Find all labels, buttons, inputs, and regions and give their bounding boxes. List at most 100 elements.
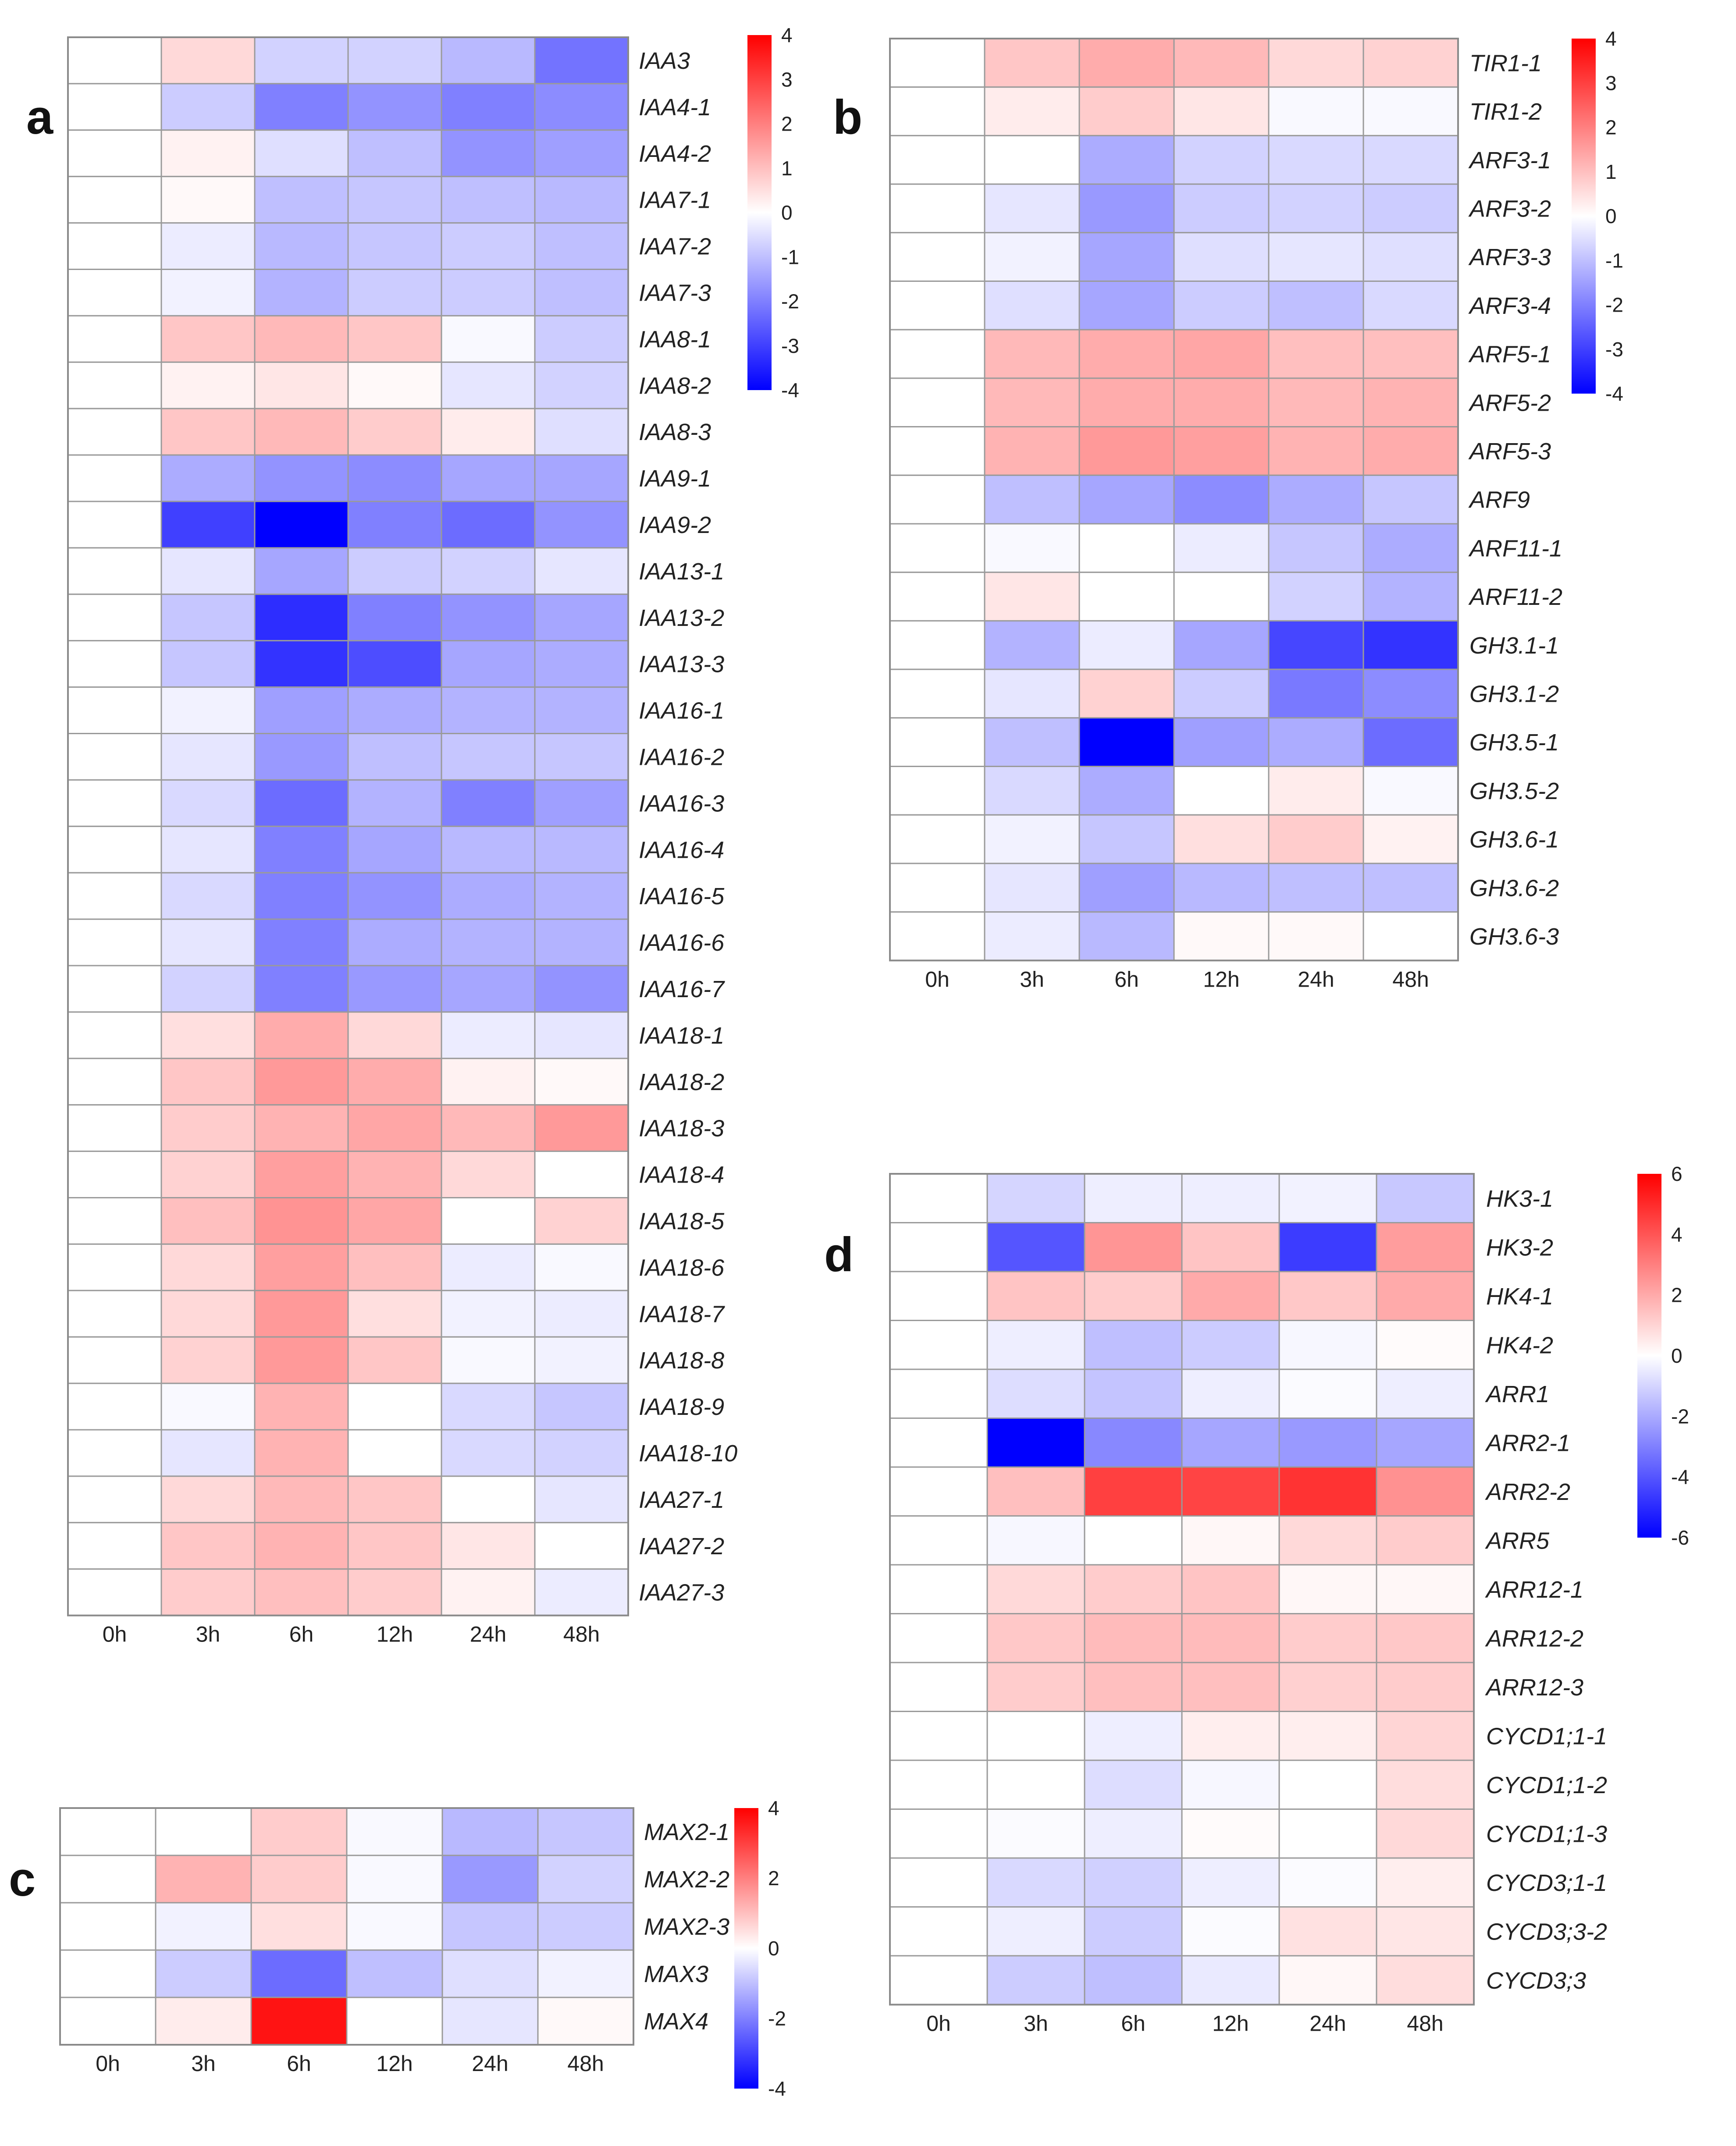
heatmap-cell-a-14-3 [347,686,442,734]
heatmap-cell-a-18-1 [160,872,256,920]
heatmap-cell-d-7-2 [1084,1515,1183,1566]
heatmap-cell-a-7-2 [254,361,349,409]
heatmap-cell-a-14-1 [160,686,256,734]
row-label-a: IAA27-1 [639,1487,724,1513]
heatmap-cell-d-8-4 [1278,1564,1377,1614]
heatmap-cell-a-11-1 [160,547,256,595]
colorbar-tick-c: -4 [768,2077,786,2100]
heatmap-cell-a-22-3 [347,1058,442,1106]
row-label-a: IAA16-3 [639,790,724,817]
heatmap-cell-b-14-3 [1173,717,1270,767]
heatmap-cell-d-2-0 [889,1271,988,1321]
colorbar-tick-b: -1 [1605,249,1623,272]
heatmap-cell-a-9-3 [347,454,442,502]
heatmap-cell-c-1-5 [537,1855,634,1904]
heatmap-cell-d-8-3 [1181,1564,1280,1614]
heatmap-cell-d-6-3 [1181,1466,1280,1517]
colorbar-tick-a: 4 [781,24,793,46]
heatmap-cell-d-14-3 [1181,1857,1280,1908]
heatmap-cell-c-1-1 [155,1855,252,1904]
heatmap-cell-d-0-2 [1084,1173,1183,1223]
heatmap-cell-b-17-4 [1268,863,1364,913]
heatmap-cell-a-23-4 [441,1104,536,1152]
heatmap-cell-d-16-0 [889,1955,988,2005]
heatmap-cell-d-0-0 [889,1173,988,1223]
row-label-d: HK4-1 [1486,1283,1553,1310]
heatmap-cell-d-10-3 [1181,1662,1280,1712]
colorbar-tick-a: -1 [781,245,799,268]
heatmap-cell-c-0-4 [441,1807,539,1856]
column-label-b: 48h [1392,967,1429,991]
heatmap-cell-d-5-1 [986,1418,1085,1468]
heatmap-cell-a-16-2 [254,779,349,827]
row-label-b: ARF11-2 [1468,584,1562,610]
heatmap-cell-a-19-1 [160,918,256,966]
heatmap-cell-a-28-4 [441,1336,536,1384]
heatmap-cell-a-1-1 [160,83,256,131]
colorbar-tick-a: -3 [781,334,799,357]
row-label-a: IAA13-3 [639,651,724,678]
heatmap-cell-d-15-4 [1278,1906,1377,1957]
heatmap-cell-a-0-0 [67,36,162,85]
heatmap-cell-c-3-3 [346,1949,443,1998]
heatmap-cell-b-18-3 [1173,911,1270,961]
row-label-b: GH3.6-1 [1469,827,1559,853]
heatmap-cell-b-16-0 [889,814,985,864]
heatmap-cell-a-4-5 [534,222,629,270]
heatmap-cell-b-1-0 [889,86,985,136]
heatmap-cell-d-1-3 [1181,1222,1280,1272]
heatmap-cell-a-26-0 [67,1243,162,1291]
heatmap-cell-a-5-4 [441,269,536,316]
heatmap-cell-a-19-2 [254,918,349,966]
heatmap-cell-b-1-5 [1362,86,1459,136]
heatmap-frame-a [67,36,629,1617]
heatmap-cell-b-6-5 [1362,329,1459,379]
heatmap-cell-b-5-5 [1362,281,1459,330]
heatmap-cell-a-28-2 [254,1336,349,1384]
heatmap-cell-d-11-4 [1278,1711,1377,1761]
row-label-b: GH3.5-1 [1469,729,1559,756]
heatmap-cell-a-21-2 [254,1011,349,1059]
heatmap-cell-a-10-0 [67,501,162,549]
colorbar-tick-d: 4 [1671,1223,1683,1246]
heatmap-cell-a-23-5 [534,1104,629,1152]
heatmap-cell-b-7-2 [1078,377,1175,428]
heatmap-cell-a-5-0 [67,269,162,316]
heatmap-cell-b-11-1 [984,572,1080,622]
heatmap-cell-a-21-1 [160,1011,256,1059]
heatmap-cell-b-14-5 [1362,717,1459,767]
row-label-a: IAA13-2 [639,605,724,631]
heatmap-cell-b-10-0 [889,523,985,573]
column-label-d: 12h [1212,2011,1249,2036]
heatmap-cell-a-10-1 [160,501,256,549]
column-label-c: 3h [191,2051,216,2076]
heatmap-cell-a-28-1 [160,1336,256,1384]
heatmap-cell-a-1-5 [534,83,629,131]
heatmap-cell-a-21-4 [441,1011,536,1059]
heatmap-cell-a-27-3 [347,1290,442,1338]
heatmap-cell-b-5-4 [1268,281,1364,330]
heatmap-cell-d-9-2 [1084,1613,1183,1663]
heatmap-cell-b-13-1 [984,668,1080,719]
heatmap-cell-d-1-1 [986,1222,1085,1272]
heatmap-cell-a-13-0 [67,640,162,688]
heatmap-cell-d-5-2 [1084,1418,1183,1468]
heatmap-cell-a-32-1 [160,1522,256,1570]
heatmap-cell-a-24-5 [534,1151,629,1199]
heatmap-cell-a-4-1 [160,222,256,270]
row-label-b: ARF11-1 [1468,535,1562,561]
heatmap-cell-a-24-4 [441,1151,536,1199]
heatmap-cell-c-0-0 [59,1807,157,1856]
heatmap-cell-d-0-3 [1181,1173,1280,1223]
heatmap-cell-a-27-5 [534,1290,629,1338]
heatmap-cell-d-2-1 [986,1271,1085,1321]
heatmap-cell-a-17-5 [534,825,629,874]
heatmap-cell-a-17-2 [254,825,349,874]
heatmap-cell-a-20-2 [254,965,349,1013]
row-label-c: MAX2-1 [644,1819,729,1845]
heatmap-cell-b-4-2 [1078,232,1175,282]
heatmap-cell-d-4-2 [1084,1368,1183,1419]
heatmap-cell-a-30-4 [441,1429,536,1477]
colorbar-tick-d: -4 [1671,1466,1689,1489]
heatmap-cell-a-22-5 [534,1058,629,1106]
